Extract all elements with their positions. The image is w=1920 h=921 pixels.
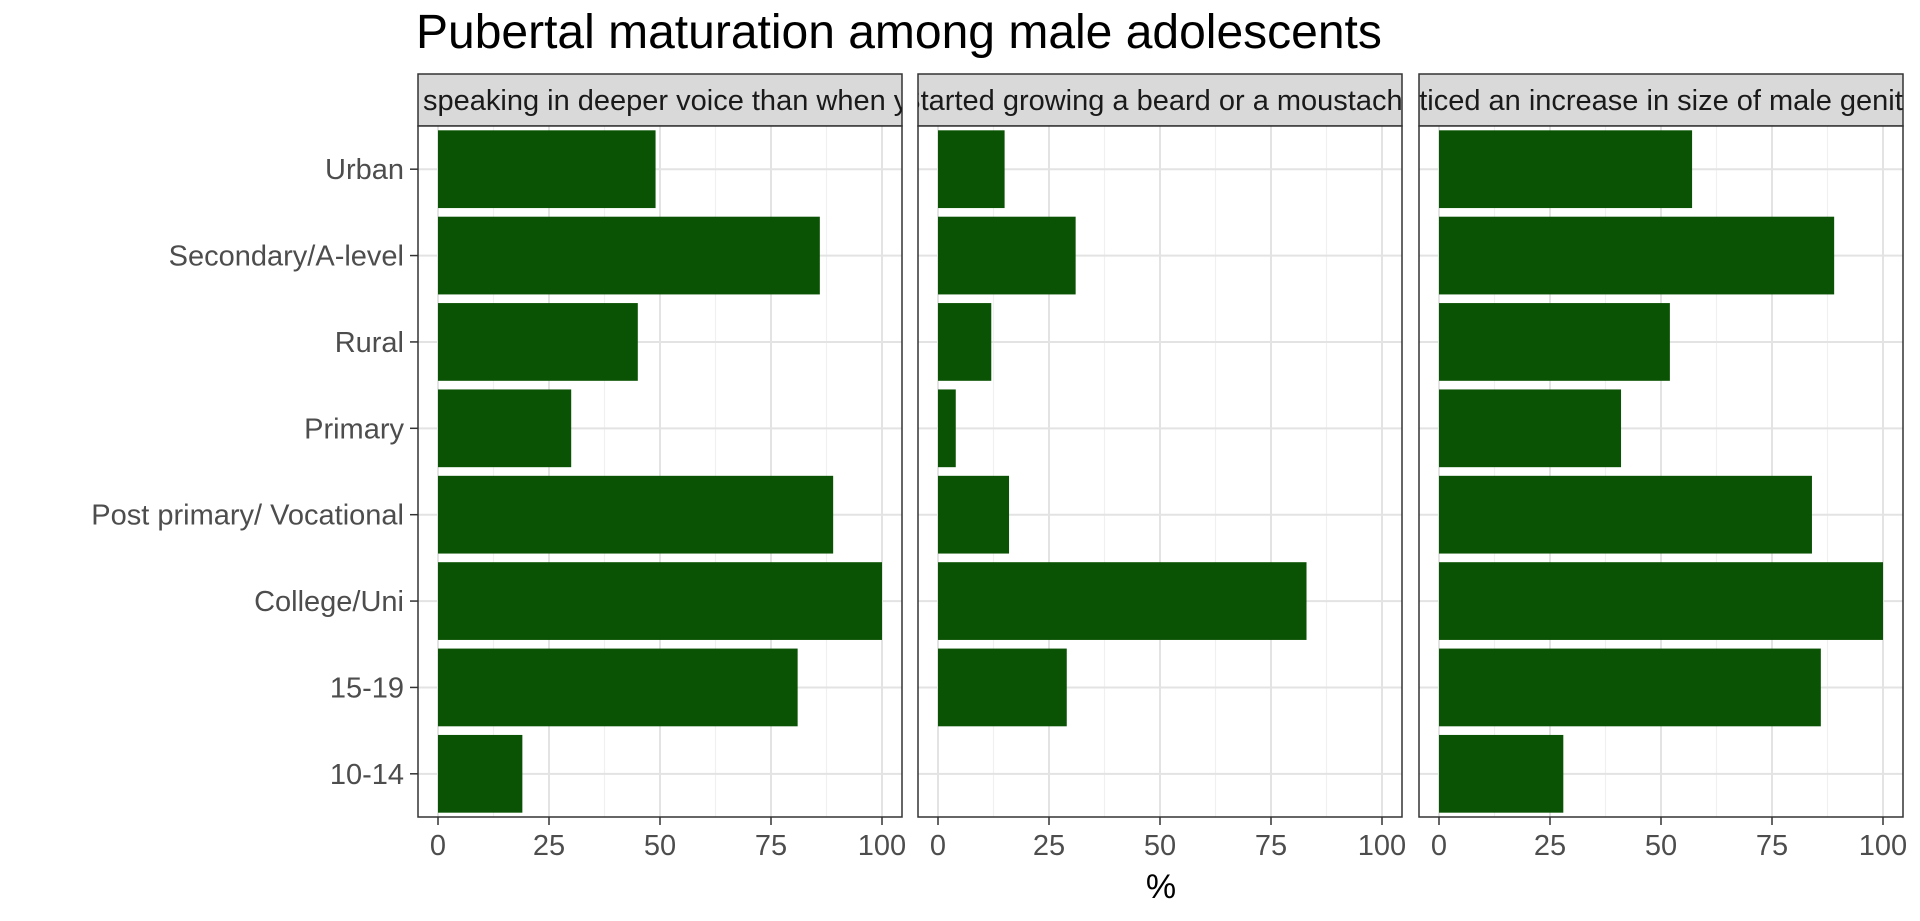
category-label: 10-14 <box>330 759 404 791</box>
x-tick-label: 100 <box>1358 830 1406 862</box>
facet-strip <box>417 73 903 127</box>
bar-primary <box>438 389 572 468</box>
x-tick-label: 50 <box>644 830 676 862</box>
bar-10-14 <box>1439 734 1564 813</box>
x-tick-label: 25 <box>1033 830 1065 862</box>
x-axis-label: % <box>1146 868 1176 906</box>
x-tick-label: 75 <box>755 830 787 862</box>
x-tick-label: 75 <box>1255 830 1287 862</box>
bar-10-14 <box>438 734 523 813</box>
facet-strip <box>1418 73 1904 127</box>
category-label: Post primary/ Vocational <box>91 500 404 532</box>
x-tick-label: 50 <box>1144 830 1176 862</box>
bar-college-uni <box>938 562 1307 640</box>
facet-panel-1: Started speaking in deeper voice than wh… <box>321 73 998 862</box>
bar-college-uni <box>1439 562 1883 640</box>
category-label: Primary <box>304 413 404 445</box>
x-tick-label: 0 <box>930 830 946 862</box>
category-label: Secondary/A-level <box>169 241 404 273</box>
facet-panels: Started speaking in deeper voice than wh… <box>321 73 1920 862</box>
category-label: College/Uni <box>254 586 404 618</box>
bar-post-primary-vocational <box>938 475 1010 554</box>
facet-strip-label: Noticed an increase in size of male geni… <box>1382 85 1920 117</box>
bar-college-uni <box>438 562 882 640</box>
category-label: Urban <box>325 154 404 186</box>
category-axis: Urban Secondary/A-level Rural Primary Post p… <box>91 154 418 791</box>
facet-strip-label: Started growing a beard or a moustache <box>901 85 1418 117</box>
x-tick-label: 25 <box>1534 830 1566 862</box>
bar-post-primary-vocational <box>438 475 834 554</box>
bar-post-primary-vocational <box>1439 475 1812 554</box>
bar-secondary-a-level <box>938 216 1076 295</box>
bar-15-19 <box>1439 648 1821 727</box>
chart-title: Pubertal maturation among male adolescen… <box>416 6 1382 59</box>
bar-secondary-a-level <box>438 216 820 295</box>
bar-urban <box>438 130 656 209</box>
bar-primary <box>938 389 956 468</box>
x-tick-label: 25 <box>533 830 565 862</box>
bar-primary <box>1439 389 1622 468</box>
facet-strip <box>917 73 1403 127</box>
facet-strip-label: Started speaking in deeper voice than wh… <box>321 85 998 117</box>
x-tick-label: 0 <box>1431 830 1447 862</box>
facet-panel-3: Noticed an increase in size of male geni… <box>1382 73 1920 862</box>
bar-urban <box>938 130 1005 209</box>
bar-rural <box>938 303 992 381</box>
x-tick-label: 100 <box>858 830 906 862</box>
category-label: 15-19 <box>330 672 404 704</box>
facet-panel-2: Started growing a beard or a moustache 0 2… <box>901 73 1418 862</box>
category-label: Rural <box>335 327 404 359</box>
bar-rural <box>1439 303 1670 381</box>
bar-15-19 <box>938 648 1067 727</box>
x-tick-label: 0 <box>430 830 446 862</box>
x-tick-label: 50 <box>1645 830 1677 862</box>
bar-urban <box>1439 130 1693 209</box>
bar-secondary-a-level <box>1439 216 1835 295</box>
x-tick-label: 75 <box>1756 830 1788 862</box>
x-tick-label: 100 <box>1859 830 1907 862</box>
bar-15-19 <box>438 648 798 727</box>
bar-rural <box>438 303 638 381</box>
